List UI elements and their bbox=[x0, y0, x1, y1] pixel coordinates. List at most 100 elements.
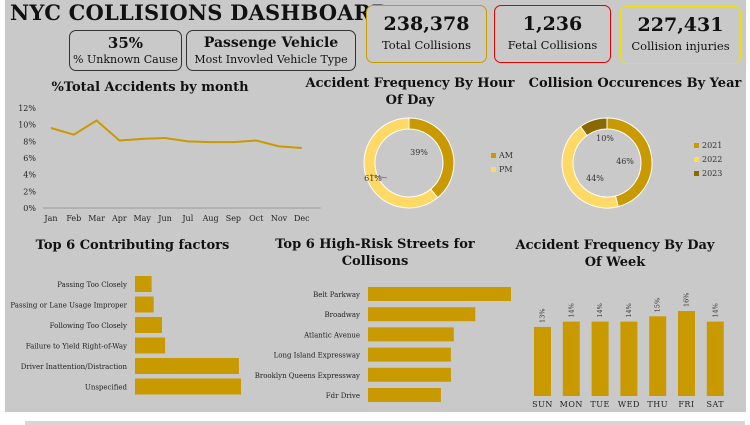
weekday-value-label: 14% bbox=[596, 303, 604, 317]
monthly-xtick: May bbox=[133, 214, 151, 223]
kpi-collision-injuries: 227,431 Collision injuries bbox=[620, 6, 741, 64]
charts-canvas: 0% 2% 4% 6% 8% 10% 12% Jan Feb Mar Apr May Jun Jul Aug… bbox=[10, 104, 724, 409]
kpi-total-label: Total Collisions bbox=[381, 38, 472, 52]
kpi-injuries-label: Collision injuries bbox=[631, 39, 730, 53]
year-legend-swatch bbox=[694, 143, 699, 148]
monthly-ytick: 4% bbox=[23, 171, 36, 180]
streets-bar bbox=[368, 287, 511, 301]
monthly-xtick: Sep bbox=[226, 214, 241, 223]
weekday-category-label: THU bbox=[647, 400, 668, 409]
weekday-category-label: MON bbox=[560, 400, 583, 409]
hour-legend-label: PM bbox=[499, 165, 513, 174]
weekday-value-label: 14% bbox=[625, 303, 633, 317]
factors-bar bbox=[135, 337, 166, 354]
dashboard: NYC COLLISIONS DASHBOARD 35% % Unknown C… bbox=[5, 0, 746, 412]
kpi-vehicle-type: Passenge Vehicle Most Invovled Vehicle T… bbox=[186, 30, 356, 71]
monthly-xtick: Mar bbox=[88, 214, 105, 223]
monthly-xtick: Aug bbox=[202, 214, 219, 223]
streets-category-label: Atlantic Avenue bbox=[303, 331, 360, 339]
monthly-ytick: 2% bbox=[23, 187, 36, 196]
kpi-unknown-value: 35% bbox=[107, 34, 144, 52]
streets-category-label: Broadway bbox=[325, 311, 361, 319]
hour-legend-swatch bbox=[491, 167, 496, 172]
year-legend-label: 2021 bbox=[702, 141, 722, 150]
weekday-value-label: 14% bbox=[567, 303, 575, 317]
monthly-series-line bbox=[50, 119, 302, 149]
weekday-category-label: WED bbox=[618, 400, 640, 409]
monthly-xtick: Jul bbox=[181, 214, 193, 223]
factors-category-label: Unspecified bbox=[85, 384, 128, 392]
weekday-value-label: 15% bbox=[654, 298, 662, 312]
factors-bar bbox=[135, 276, 152, 292]
kpi-injuries-value: 227,431 bbox=[637, 14, 724, 36]
streets-bar bbox=[368, 347, 451, 362]
weekday-category-label: FRI bbox=[678, 400, 694, 409]
weekday-bar bbox=[678, 311, 695, 396]
weekday-bar bbox=[706, 321, 724, 396]
hour-leader-line bbox=[369, 174, 388, 179]
factors-category-label: Passing Too Closely bbox=[57, 281, 127, 289]
factors-category-label: Passing or Lane Usage Improper bbox=[10, 302, 127, 310]
streets-bar bbox=[368, 367, 451, 382]
streets-bar bbox=[368, 307, 476, 322]
kpi-vehicle-label: Most Invovled Vehicle Type bbox=[194, 53, 348, 66]
factors-bar bbox=[135, 317, 163, 333]
factors-bar bbox=[135, 358, 239, 374]
year-legend-label: 2022 bbox=[702, 155, 722, 164]
weekday-value-label: 14% bbox=[711, 303, 719, 317]
weekday-chart-title: Accident Frequency By Day Of Week bbox=[515, 238, 715, 270]
kpi-vehicle-value: Passenge Vehicle bbox=[203, 35, 339, 51]
hour-slice bbox=[408, 117, 455, 199]
weekday-value-label: 16% bbox=[683, 293, 691, 307]
monthly-chart-title: %Total Accidents by month bbox=[51, 80, 249, 95]
weekday-bar bbox=[591, 321, 609, 396]
monthly-xtick: Dec bbox=[294, 214, 310, 223]
kpi-fatal-value: 1,236 bbox=[522, 13, 583, 35]
hour-slice bbox=[363, 117, 439, 209]
streets-category-label: Belt Parkway bbox=[313, 291, 360, 299]
factors-bar bbox=[135, 296, 154, 313]
year-legend-swatch bbox=[694, 157, 699, 162]
kpi-total-value: 238,378 bbox=[383, 13, 470, 35]
monthly-ytick: 8% bbox=[23, 137, 36, 146]
monthly-ytick: 10% bbox=[18, 121, 36, 130]
bottom-scrollbar[interactable] bbox=[25, 421, 745, 425]
monthly-ytick: 12% bbox=[18, 104, 36, 113]
streets-bar bbox=[368, 327, 454, 342]
weekday-category-label: TUE bbox=[590, 400, 609, 409]
year-slice bbox=[579, 117, 608, 137]
weekday-category-label: SUN bbox=[532, 400, 553, 409]
weekday-bar bbox=[562, 321, 580, 396]
dashboard-title: NYC COLLISIONS DASHBOARD bbox=[10, 0, 390, 25]
hour-value-label: 39% bbox=[410, 148, 428, 157]
streets-category-label: Brooklyn Queens Expressway bbox=[255, 372, 360, 380]
hour-legend-label: AM bbox=[498, 151, 513, 160]
monthly-xtick: Nov bbox=[271, 214, 288, 223]
weekday-bar bbox=[620, 321, 638, 396]
year-chart-title: Collision Occurences By Year bbox=[528, 76, 742, 91]
hour-chart-title: Accident Frequency By Hour Of Day bbox=[305, 76, 515, 108]
kpi-unknown-label: % Unknown Cause bbox=[73, 53, 178, 66]
year-legend-label: 2023 bbox=[702, 169, 722, 178]
streets-chart-title: Top 6 High-Risk Streets for Collisons bbox=[275, 237, 475, 269]
streets-bar bbox=[368, 388, 441, 402]
factors-bar bbox=[135, 378, 241, 395]
factors-category-label: Driver Inattention/Distraction bbox=[21, 363, 128, 371]
streets-category-label: Long Island Expressway bbox=[274, 352, 360, 360]
monthly-xtick: Apr bbox=[111, 214, 127, 223]
year-value-label: 44% bbox=[586, 174, 604, 183]
factors-category-label: Failure to Yield Right-of-Way bbox=[26, 343, 127, 351]
monthly-xtick: Jun bbox=[157, 214, 172, 223]
monthly-xtick: Oct bbox=[249, 214, 264, 223]
year-legend-swatch bbox=[694, 171, 699, 176]
factors-chart-title: Top 6 Contributing factors bbox=[35, 238, 230, 253]
hour-value-label: 61% bbox=[364, 174, 382, 183]
kpi-total-collisions: 238,378 Total Collisions bbox=[366, 5, 487, 63]
factors-category-label: Following Too Closely bbox=[50, 322, 127, 330]
monthly-ytick: 6% bbox=[23, 154, 36, 163]
monthly-ytick: 0% bbox=[23, 204, 36, 213]
kpi-unknown-cause: 35% % Unknown Cause bbox=[69, 30, 182, 71]
hour-legend-swatch bbox=[491, 153, 496, 158]
kpi-fatal-label: Fetal Collisions bbox=[507, 38, 598, 52]
kpi-fatal-collisions: 1,236 Fetal Collisions bbox=[494, 5, 611, 63]
